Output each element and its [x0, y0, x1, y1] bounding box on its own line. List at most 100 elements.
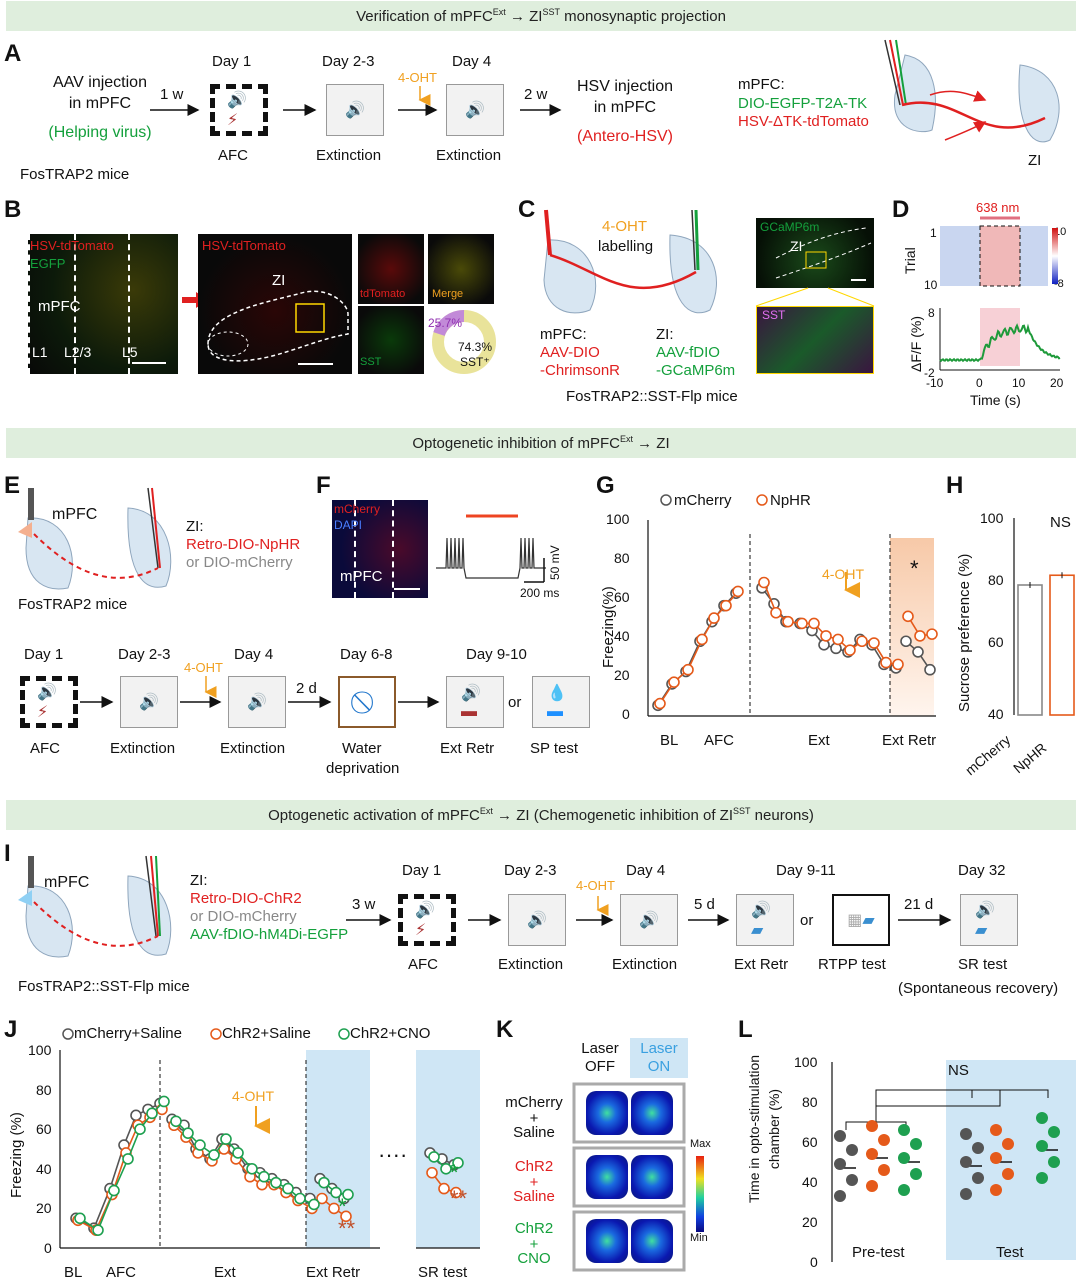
panel-letter-i: I — [4, 840, 11, 867]
g-point-1-7 — [758, 576, 770, 589]
j-point-1-24 — [450, 1186, 462, 1199]
b-hsv-td: HSV-tdTomato — [30, 238, 114, 253]
k-on-1: Laser — [640, 1040, 678, 1057]
e-mpfc: mPFC — [52, 506, 98, 523]
i-afc: AFC — [408, 956, 438, 973]
f-mpfc: mPFC — [340, 568, 383, 585]
j-point-2-20 — [330, 1186, 342, 1199]
e-afc-box-icon: 🔊⚡ — [20, 676, 78, 728]
d-t1: 1 — [930, 226, 937, 240]
b-l23: L2/3 — [64, 344, 92, 360]
j-series-1-line-1 — [173, 1124, 313, 1210]
j-point-1-20 — [328, 1202, 340, 1215]
g-point-1-3 — [696, 633, 708, 646]
a-hsv: HSV injection — [576, 78, 674, 95]
g-point-1-17 — [880, 656, 892, 669]
e-or: or — [508, 694, 522, 711]
l-dot-5-1 — [1048, 1156, 1060, 1168]
i-fdio: AAV-fDIO-hM4Di-EGFP — [190, 926, 349, 943]
e-day1: Day 1 — [24, 646, 64, 663]
l-dot-5-4 — [1036, 1112, 1048, 1124]
k-off-1: Laser — [581, 1040, 619, 1057]
j-point-2-12 — [232, 1147, 244, 1159]
b-merge-image — [428, 234, 494, 304]
c-oht: 4-OHT — [602, 218, 647, 235]
b-tdtomato: tdTomato — [360, 288, 406, 300]
i-or: or — [800, 912, 814, 929]
l-dot-1-3 — [878, 1134, 890, 1146]
g-ytick-1: 20 — [614, 667, 630, 683]
j-legend-1: ChR2+Saline — [222, 1025, 311, 1042]
l-ylabel-1: Time in opto-stimulation — [746, 1054, 762, 1204]
j-star-ext-red: ** — [338, 1216, 356, 1241]
i-ext2-box-icon: 🔊 — [620, 894, 678, 946]
i-day1: Day 1 — [402, 862, 442, 879]
l-dot-3-4 — [960, 1128, 972, 1140]
d-cmin: -8 — [1054, 278, 1064, 290]
j-ytick-2: 40 — [36, 1161, 52, 1177]
j-point-2-24 — [452, 1157, 464, 1169]
a-antero: (Antero-HSV) — [576, 128, 674, 145]
e-day68: Day 6-8 — [340, 646, 393, 663]
l-dot-0-2 — [834, 1158, 846, 1170]
l-dot-0-4 — [834, 1130, 846, 1142]
i-day23: Day 2-3 — [504, 862, 557, 879]
j-ylabel: Freezing (%) — [8, 1112, 25, 1198]
i-sr-box-icon: 🔊▰ — [960, 894, 1018, 946]
i-21d: 21 d — [904, 896, 934, 913]
a-day1: Day 1 — [212, 53, 252, 70]
f-ms: 200 ms — [520, 586, 560, 600]
g-legend-0: mCherry — [674, 492, 732, 509]
c-gcamp: GCaMP6m — [760, 220, 820, 234]
l-dot-2-2 — [898, 1152, 910, 1164]
panel-letter-e: E — [4, 472, 21, 499]
b-mpfc: mPFC — [38, 298, 81, 315]
l-ytick-2: 40 — [802, 1174, 818, 1190]
j-point-1-23 — [438, 1182, 450, 1195]
k-row1-b: + — [529, 1174, 539, 1191]
g-ytick-3: 60 — [614, 589, 630, 605]
e-zi: ZI: — [186, 518, 204, 535]
l-dot-0-3 — [846, 1144, 858, 1156]
j-point-2-23 — [440, 1163, 452, 1175]
e-or-dio: or DIO-mCherry — [186, 554, 293, 571]
h-ytick-2: 80 — [988, 572, 1004, 588]
panel-letter-d: D — [892, 196, 910, 223]
h-ns: NS — [1050, 514, 1071, 531]
i-zi: ZI: — [190, 872, 208, 889]
d-xtick-1: 0 — [976, 376, 983, 390]
i-ext-box-icon: 🔊 — [508, 894, 566, 946]
g-ytick-4: 80 — [614, 550, 630, 566]
e-ext-box-icon: 🔊 — [120, 676, 178, 728]
b-pct-b: 74.3% — [458, 340, 493, 354]
a-afc-box-icon: 🔊⚡ — [210, 84, 268, 136]
j-point-2-9 — [194, 1139, 206, 1151]
a-day4: Day 4 — [452, 53, 492, 70]
a-day23: Day 2-3 — [322, 53, 375, 70]
c-fdio2: -GCaMP6m — [656, 362, 736, 379]
j-point-1-21 — [340, 1210, 352, 1223]
a-zi: ZI — [1028, 152, 1042, 169]
a-mice: FosTRAP2 mice — [20, 166, 130, 183]
g-point-1-8 — [770, 606, 782, 619]
j-point-2-2 — [108, 1184, 120, 1197]
c-aav1: AAV-DIO — [540, 344, 600, 361]
h-bar-1 — [1049, 574, 1075, 716]
panel-letter-a: A — [4, 40, 22, 67]
d-plots — [939, 216, 1061, 371]
l-dot-3-1 — [972, 1172, 984, 1184]
a-1w: 1 w — [160, 86, 184, 103]
j-dots: ···· — [378, 1142, 408, 1167]
l-ytick-0: 0 — [810, 1254, 818, 1270]
f-mcherry: mCherry — [334, 502, 381, 516]
h-cat-1: NpHR — [1010, 739, 1050, 777]
i-sr: SR test — [958, 956, 1008, 973]
j-star-sr-red: ** — [450, 1186, 468, 1211]
c-mpfc: mPFC: — [540, 326, 587, 343]
b-hsv-td2: HSV-tdTomato — [202, 238, 286, 253]
j-xlabel-4: SR test — [418, 1264, 468, 1281]
e-depr: deprivation — [326, 760, 400, 777]
g-point-1-10 — [796, 617, 808, 630]
a-ext2-box-icon: 🔊 — [446, 84, 504, 136]
g-xlabel-1: AFC — [704, 732, 734, 749]
